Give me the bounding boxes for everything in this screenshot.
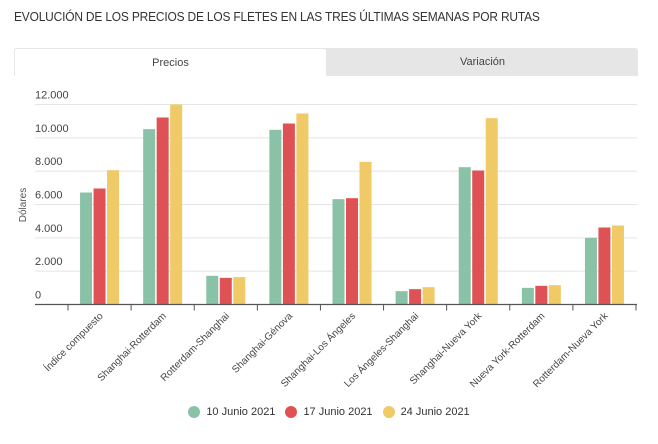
bar-0-0 bbox=[80, 192, 93, 305]
chart-title: EVOLUCIÓN DE LOS PRECIOS DE LOS FLETES E… bbox=[14, 9, 540, 24]
bar-2-6 bbox=[485, 118, 498, 305]
bar-0-5 bbox=[395, 291, 408, 305]
bar-2-5 bbox=[422, 287, 435, 305]
bar-2-7 bbox=[548, 285, 561, 305]
legend-label: 17 Junio 2021 bbox=[303, 406, 373, 418]
y-tick-label: 8.000 bbox=[35, 156, 63, 168]
y-tick-label: 2.000 bbox=[35, 256, 63, 268]
tab-bar: Precios Variación bbox=[14, 48, 638, 76]
bar-1-8 bbox=[598, 227, 611, 305]
bar-2-3 bbox=[296, 113, 309, 305]
bar-chart: 0 2.000 4.000 6.000 8.000 10.000 12.000 Dólares… bbox=[18, 90, 637, 390]
legend-swatch bbox=[188, 406, 201, 418]
bar-1-1 bbox=[156, 117, 169, 305]
bar-0-7 bbox=[521, 287, 534, 305]
bar-1-4 bbox=[346, 198, 358, 305]
y-tick-label: 12.000 bbox=[35, 90, 69, 102]
bar-0-3 bbox=[269, 129, 282, 305]
bar-1-7 bbox=[535, 285, 548, 305]
bar-0-8 bbox=[584, 237, 597, 305]
x-tick-label: Shanghai-Rotterdam bbox=[96, 311, 169, 384]
bar-0-2 bbox=[206, 275, 219, 305]
bar-1-2 bbox=[219, 277, 232, 305]
x-tick-label: Índice compuesto bbox=[41, 309, 106, 374]
bar-1-3 bbox=[282, 123, 295, 305]
legend-item-series-0[interactable]: 10 Junio 2021 bbox=[188, 406, 275, 418]
y-axis-label: Dólares bbox=[18, 188, 29, 222]
legend-swatch bbox=[285, 406, 298, 418]
bar-1-6 bbox=[472, 170, 485, 305]
legend-item-series-2[interactable]: 24 Junio 2021 bbox=[382, 406, 470, 418]
y-tick-label: 4.000 bbox=[35, 223, 63, 235]
bar-2-0 bbox=[107, 170, 120, 305]
bar-1-5 bbox=[409, 289, 422, 305]
legend: 10 Junio 2021 17 Junio 2021 24 Junio 202… bbox=[0, 406, 658, 418]
x-tick-label: Rotterdam-Shanghai bbox=[159, 311, 232, 384]
y-tick-label: 0 bbox=[35, 290, 41, 302]
bar-0-6 bbox=[458, 167, 471, 305]
bar-2-2 bbox=[233, 277, 246, 305]
bar-2-1 bbox=[170, 104, 183, 305]
legend-label: 10 Junio 2021 bbox=[206, 406, 276, 418]
legend-label: 24 Junio 2021 bbox=[400, 406, 470, 418]
y-tick-label: 6.000 bbox=[35, 190, 63, 202]
bar-0-1 bbox=[143, 129, 156, 305]
bar-1-0 bbox=[93, 188, 106, 305]
x-tick-label: Shanghai-Génova bbox=[230, 311, 295, 376]
bar-2-8 bbox=[611, 225, 624, 305]
bar-2-4 bbox=[359, 161, 372, 305]
bar-0-4 bbox=[332, 199, 345, 305]
tab-precios[interactable]: Precios bbox=[14, 48, 327, 76]
x-tick-label: Shanghai-Nueva York bbox=[408, 310, 485, 387]
legend-item-series-1[interactable]: 17 Junio 2021 bbox=[285, 406, 373, 418]
legend-swatch bbox=[382, 406, 395, 418]
tab-variacion[interactable]: Variación bbox=[459, 56, 506, 68]
y-tick-label: 10.000 bbox=[35, 123, 69, 135]
